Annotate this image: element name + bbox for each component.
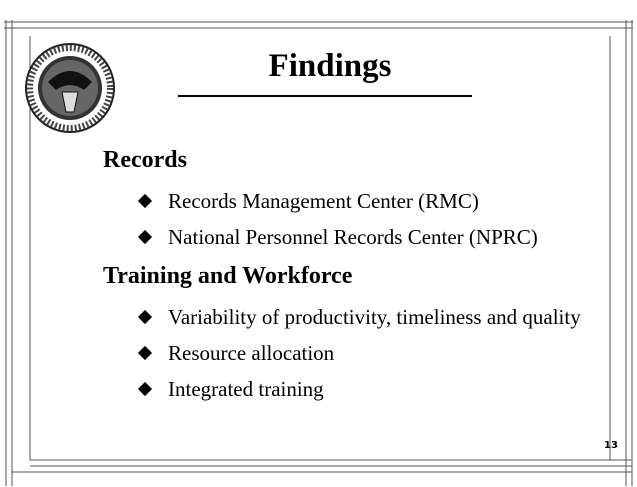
bullet-item: Integrated training [168, 377, 324, 401]
bullet-item: National Personnel Records Center (NPRC) [168, 225, 538, 249]
section-heading: Training and Workforce [103, 263, 353, 289]
bullet-item: Records Management Center (RMC) [168, 189, 479, 213]
page-number: 13 [604, 440, 618, 451]
section-heading: Records [103, 147, 187, 173]
seal [25, 43, 115, 133]
border-lines [4, 20, 633, 486]
bullet-item: Variability of productivity, timeliness … [168, 305, 581, 329]
bullet-item: Resource allocation [168, 341, 335, 365]
slide-title: Findings [268, 48, 392, 84]
